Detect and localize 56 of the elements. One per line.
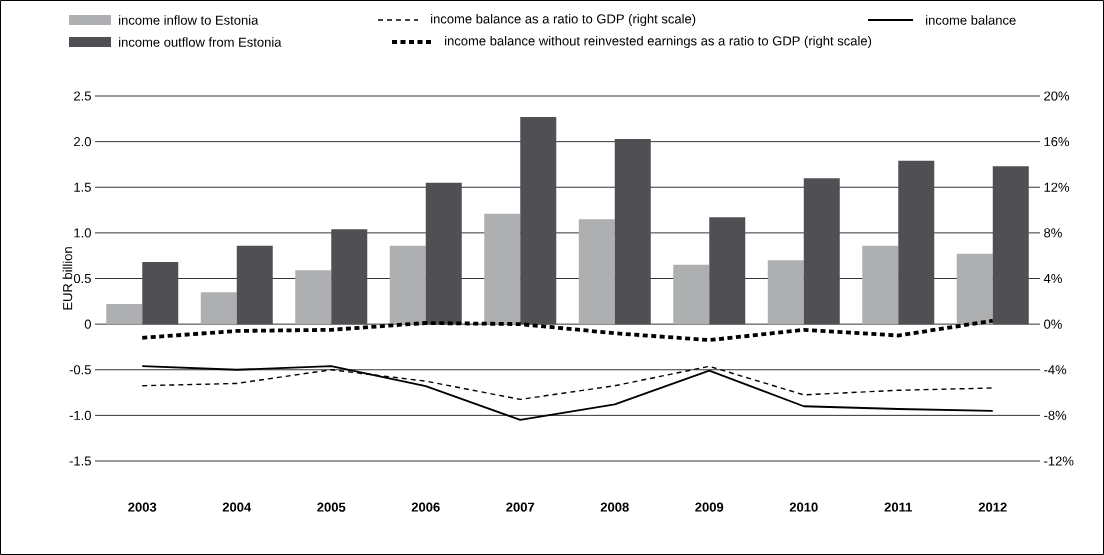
x-tick-label: 2009 xyxy=(695,502,724,512)
y-tick-label: -0.5 xyxy=(69,365,91,375)
legend-label: income balance xyxy=(926,15,1016,25)
bar xyxy=(673,264,710,325)
legend-label: income inflow to Estonia xyxy=(119,15,259,25)
y-tick-label: 1.5 xyxy=(74,182,91,192)
bar xyxy=(425,182,462,325)
y2-tick-label: -4% xyxy=(1044,365,1067,375)
y-tick-label: -1.5 xyxy=(69,456,91,466)
bar xyxy=(614,138,651,325)
y2-tick-label: -12% xyxy=(1044,456,1074,466)
x-tick-label: 2007 xyxy=(506,502,535,512)
line-series xyxy=(140,318,995,342)
bar xyxy=(236,245,273,325)
x-tick-label: 2008 xyxy=(600,502,629,512)
bar xyxy=(331,229,368,325)
x-tick-label: 2003 xyxy=(128,502,157,512)
y-axis-title: EUR billion xyxy=(62,247,73,310)
y-tick-label: -1.0 xyxy=(69,410,91,420)
y-tick-label: 2.5 xyxy=(74,91,91,101)
bar xyxy=(295,270,332,325)
y2-tick-label: 8% xyxy=(1044,228,1062,238)
y-tick-label: 0.5 xyxy=(73,273,91,284)
y-tick-label: 2.0 xyxy=(74,137,91,147)
y2-tick-label: -8% xyxy=(1044,410,1067,420)
y-tick-label: 0 xyxy=(84,319,91,329)
y2-tick-label: 16% xyxy=(1044,137,1070,147)
bar xyxy=(106,304,143,325)
x-tick-label: 2011 xyxy=(884,502,913,512)
x-tick-label: 2012 xyxy=(978,502,1007,512)
x-tick-label: 2006 xyxy=(411,502,440,512)
legend-label: income balance as a ratio to GDP (right scale) xyxy=(431,13,696,27)
x-tick-label: 2005 xyxy=(317,502,346,512)
bar xyxy=(767,260,804,325)
legend-label: income outflow from Estonia xyxy=(119,37,282,47)
bar xyxy=(484,213,521,325)
bar xyxy=(992,166,1029,325)
bar xyxy=(578,219,615,325)
y2-tick-label: 20% xyxy=(1044,91,1070,101)
x-tick-label: 2010 xyxy=(789,502,818,512)
x-tick-label: 2004 xyxy=(222,502,252,512)
bar xyxy=(862,245,899,325)
bar xyxy=(520,116,557,325)
bar xyxy=(803,178,840,325)
bar xyxy=(898,160,935,325)
y2-tick-label: 0% xyxy=(1044,319,1062,329)
bar xyxy=(956,253,993,325)
y2-tick-label: 4% xyxy=(1043,273,1062,284)
bar xyxy=(200,292,237,325)
bar xyxy=(142,262,179,325)
y2-tick-label: 12% xyxy=(1044,182,1070,192)
y-tick-label: 1.0 xyxy=(74,228,91,238)
bar xyxy=(389,245,426,325)
legend-label: income balance without reinvested earnings as a ratio to GDP (right scale) xyxy=(445,35,872,49)
bar xyxy=(709,217,746,325)
line-series xyxy=(141,365,994,421)
